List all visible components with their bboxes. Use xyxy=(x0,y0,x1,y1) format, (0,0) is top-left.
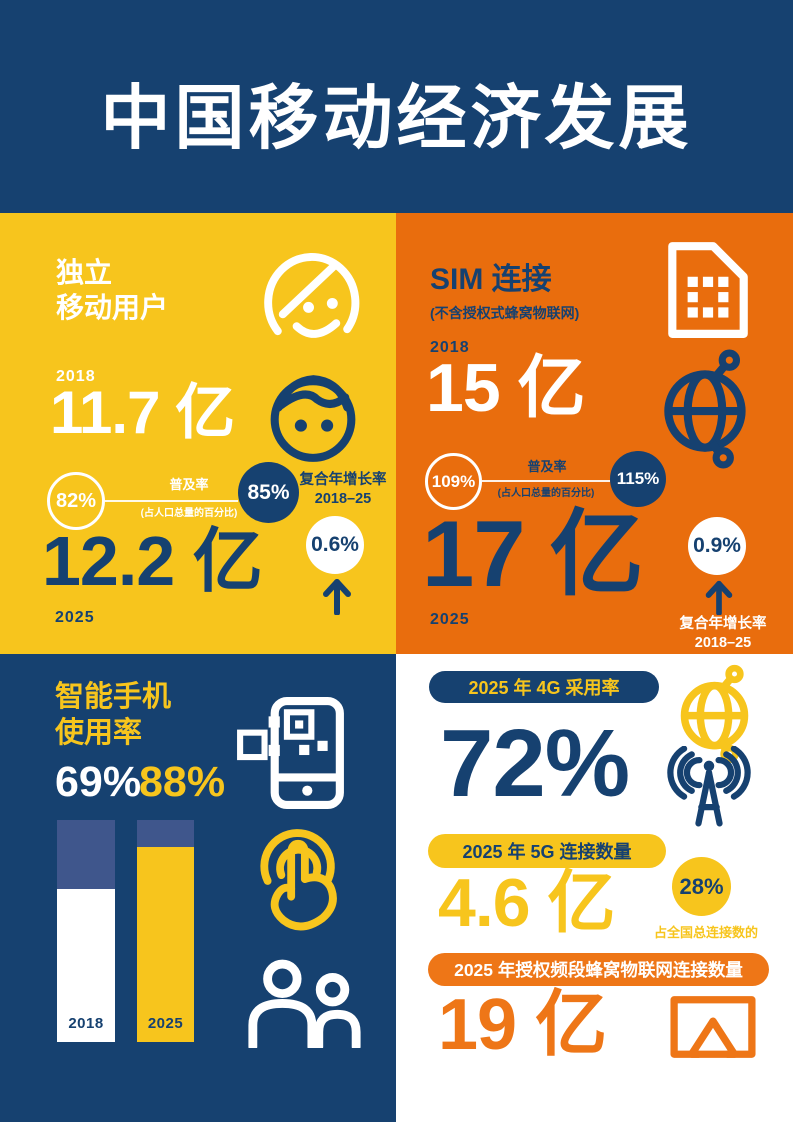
sim-penetration-2025-badge: 115% xyxy=(610,451,666,507)
poster-title: 中国移动经济发展 xyxy=(100,79,693,157)
bar-2018-fill: 2018 xyxy=(57,888,115,1042)
phone-qr-icon xyxy=(236,696,346,810)
man-face-icon xyxy=(264,355,362,471)
sim-year-end: 2025 xyxy=(430,611,470,628)
section-unique-mobile-users: 独立 移动用户 2018 11.7 亿 82% 普及 xyxy=(0,213,396,654)
sim-cagr-label: 复合年增长率 2018–25 xyxy=(679,616,767,651)
sim-cagr-badge: 0.9% xyxy=(688,517,746,575)
forecast-iot-value: 19 亿 xyxy=(438,985,607,1065)
sim-value-2018: 15 亿 xyxy=(426,350,586,426)
arrow-up-icon xyxy=(322,577,352,615)
forecast-4g-pill: 2025 年 4G 采用率 xyxy=(429,671,659,703)
forecast-5g-share-badge: 28% xyxy=(672,857,731,916)
globe-network-icon xyxy=(654,348,762,470)
sim-title: SIM 连接 xyxy=(430,263,552,296)
touch-gesture-icon xyxy=(252,818,346,942)
users-penetration-label: 普及率 xyxy=(169,477,209,492)
forecast-5g-pill: 2025 年 5G 连接数量 xyxy=(428,834,666,868)
people-icon xyxy=(243,954,365,1048)
forecast-5g-share-label: 占全国总连接数的 xyxy=(653,925,758,940)
penetration-connector-line xyxy=(482,480,610,482)
section-sim-connections: SIM 连接 (不含授权式蜂窝物联网) 2018 15 亿 xyxy=(396,213,793,654)
users-cagr-label: 复合年增长率 2018–25 xyxy=(299,472,387,507)
sim-penetration-label: 普及率 xyxy=(527,459,567,474)
bar-2018: 2018 xyxy=(57,820,115,1042)
woman-face-icon xyxy=(256,241,368,345)
smartphone-value-2025: 88% xyxy=(139,758,226,806)
bar-2025-label: 2025 xyxy=(147,1015,184,1032)
forecast-4g-value: 72% xyxy=(440,710,630,817)
screen-cast-icon xyxy=(666,992,760,1062)
users-penetration-2018-badge: 82% xyxy=(47,472,105,530)
header: 中国移动经济发展 xyxy=(0,0,793,213)
sim-value-2025: 17 亿 xyxy=(422,501,644,606)
smartphone-title: 智能手机 使用率 xyxy=(55,681,172,750)
users-title: 独立 移动用户 xyxy=(56,257,169,323)
bar-2025-fill: 2025 xyxy=(137,846,194,1042)
sim-penetration-2018-badge: 109% xyxy=(425,453,482,510)
users-penetration-2025-badge: 85% xyxy=(238,462,299,523)
users-year-end: 2025 xyxy=(55,609,95,626)
bar-2025: 2025 xyxy=(137,820,194,1042)
bar-2018-label: 2018 xyxy=(68,1015,104,1032)
users-cagr-badge: 0.6% xyxy=(306,516,364,574)
forecast-iot-pill: 2025 年授权频段蜂窝物联网连接数量 xyxy=(428,953,769,986)
users-penetration-sublabel: (占人口总量的百分比) xyxy=(140,508,238,519)
sim-year-start: 2018 xyxy=(430,339,470,356)
users-value-2018: 11.7 亿 xyxy=(50,379,235,446)
section-2025-forecast: 2025 年 4G 采用率 72% xyxy=(396,654,793,1122)
section-smartphone-adoption: 智能手机 使用率 69% 88% 2018 2025 xyxy=(0,654,396,1122)
sim-subtitle: (不含授权式蜂窝物联网) xyxy=(430,305,580,321)
penetration-connector-line xyxy=(105,500,238,502)
sim-card-icon xyxy=(660,238,754,340)
arrow-up-icon xyxy=(704,579,734,615)
forecast-5g-value: 4.6 亿 xyxy=(438,865,615,941)
users-year-start: 2018 xyxy=(56,368,96,385)
smartphone-value-2018: 69% xyxy=(55,758,142,806)
users-value-2025: 12.2 亿 xyxy=(42,522,263,600)
radio-tower-icon xyxy=(663,746,755,828)
sim-penetration-sublabel: (占人口总量的百分比) xyxy=(497,488,595,499)
